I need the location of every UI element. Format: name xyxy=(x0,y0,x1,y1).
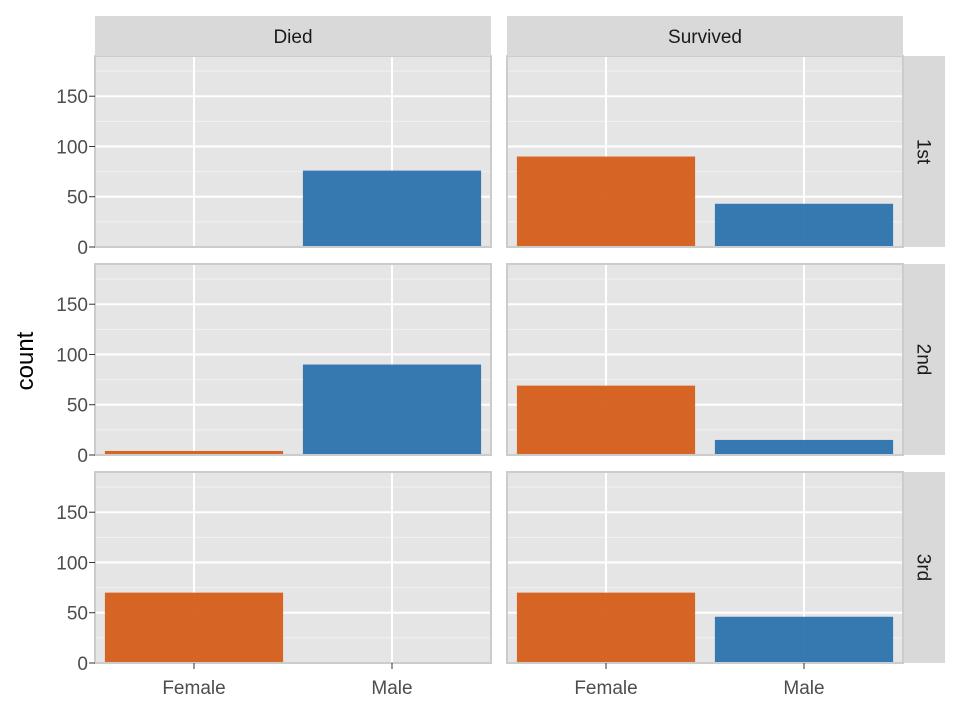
row-strip-2nd xyxy=(904,264,945,455)
bar-female xyxy=(516,156,696,247)
bar-female xyxy=(104,450,284,455)
bar-female xyxy=(104,592,284,663)
panel-1st-died xyxy=(94,55,492,248)
bar-male xyxy=(714,203,894,247)
y-tick-label: 150 xyxy=(56,295,88,316)
row-strip-label: 2nd xyxy=(913,344,934,376)
panel-border xyxy=(506,263,904,456)
y-tick-label: 100 xyxy=(56,553,88,574)
column-strip-died xyxy=(95,16,491,56)
panel-3rd-died xyxy=(94,471,492,664)
panel-border xyxy=(94,263,492,456)
y-tick-label: 0 xyxy=(77,446,88,467)
panel-border xyxy=(506,471,904,664)
column-strip-label: Survived xyxy=(668,27,742,48)
bar-female xyxy=(516,592,696,663)
panel-2nd-died xyxy=(94,263,492,456)
x-tick-label: Male xyxy=(371,678,412,699)
panel-border xyxy=(94,471,492,664)
panel-3rd-survived xyxy=(506,471,904,664)
x-tick-label: Female xyxy=(574,678,637,699)
row-strip-label: 3rd xyxy=(913,554,934,581)
x-tick-label: Female xyxy=(162,678,225,699)
row-strip-label: 1st xyxy=(913,139,934,165)
bar-male xyxy=(302,364,482,455)
panel-2nd-survived xyxy=(506,263,904,456)
y-tick-label: 150 xyxy=(56,503,88,524)
y-tick-label: 100 xyxy=(56,137,88,158)
y-axis-title: count xyxy=(12,331,39,390)
y-tick-label: 100 xyxy=(56,345,88,366)
bar-male xyxy=(302,170,482,247)
y-tick-label: 50 xyxy=(67,188,88,209)
y-tick-label: 150 xyxy=(56,87,88,108)
bar-male xyxy=(714,616,894,663)
bar-female xyxy=(516,385,696,455)
bar-male xyxy=(714,439,894,455)
column-strip-label: Died xyxy=(273,27,312,48)
panel-1st-survived xyxy=(506,55,904,248)
x-tick-label: Male xyxy=(783,678,824,699)
panels-layer xyxy=(94,55,904,664)
axes-layer: 0 50 100 150 0 50 100 150 0 50 100 150 Female Male Fem… xyxy=(56,87,824,699)
y-tick-label: 0 xyxy=(77,238,88,259)
row-strip-1st xyxy=(904,56,945,247)
y-tick-label: 0 xyxy=(77,654,88,675)
column-strip-survived xyxy=(507,16,903,56)
y-tick-label: 50 xyxy=(67,396,88,417)
row-strip-3rd xyxy=(904,472,945,663)
strips-layer: Died Survived 1st 2nd 3rd xyxy=(95,16,945,663)
y-tick-label: 50 xyxy=(67,604,88,625)
